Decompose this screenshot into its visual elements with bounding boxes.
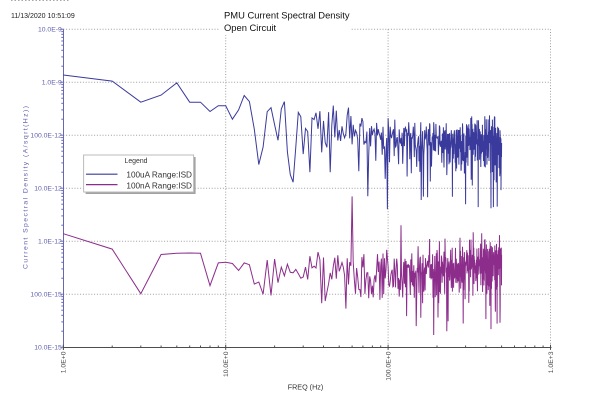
svg-text:Current Spectral Density (A/sq: Current Spectral Density (A/sqrt(Hz)) <box>23 106 30 269</box>
svg-text:100.0E-15: 100.0E-15 <box>30 292 62 299</box>
svg-text:10.0E-9: 10.0E-9 <box>38 27 62 34</box>
svg-text:FREQ (Hz): FREQ (Hz) <box>288 382 324 391</box>
svg-text:10.0E-12: 10.0E-12 <box>34 186 62 193</box>
svg-text:Legend: Legend <box>125 158 148 165</box>
svg-text:10.0E-15: 10.0E-15 <box>34 345 62 352</box>
svg-text:11/13/2020 10:51:09: 11/13/2020 10:51:09 <box>11 13 75 20</box>
svg-text:1.0E-9: 1.0E-9 <box>42 80 62 87</box>
svg-text:1.0E+3: 1.0E+3 <box>548 351 555 373</box>
svg-text:PMU Current Spectral Density: PMU Current Spectral Density <box>224 10 350 21</box>
svg-text:Open Circuit: Open Circuit <box>224 22 276 33</box>
svg-text:100nA Range:ISD: 100nA Range:ISD <box>126 181 192 190</box>
svg-text:100.0E-12: 100.0E-12 <box>30 133 62 140</box>
svg-text:1.0E-12: 1.0E-12 <box>38 239 62 246</box>
svg-text:100.0E+0: 100.0E+0 <box>385 351 392 381</box>
svg-text:1.0E+0: 1.0E+0 <box>61 351 68 373</box>
svg-text:100uA Range:ISD: 100uA Range:ISD <box>126 171 192 180</box>
svg-text:10.0E+0: 10.0E+0 <box>223 351 230 377</box>
